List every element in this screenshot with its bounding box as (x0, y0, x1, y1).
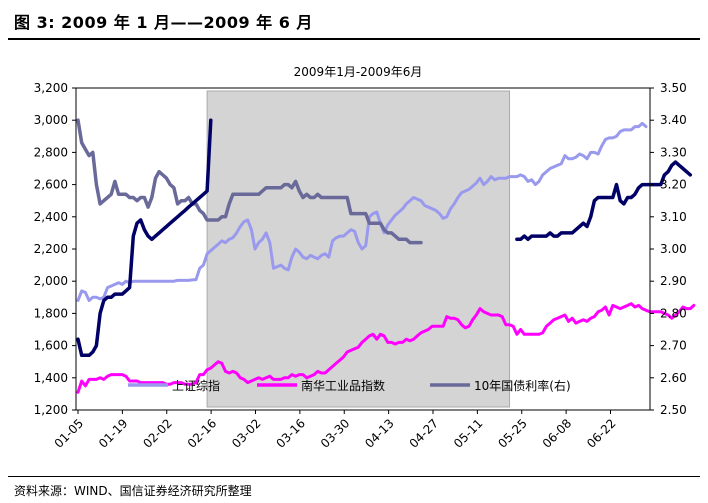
left-y-axis: 1,200 1,400 1,600 1,800 2,000 2,200 2,400 2,600… (34, 81, 76, 417)
right-tick-label: 3.50 (660, 81, 687, 95)
source-note: 资料来源：WIND、国信证券经济研究所整理 (14, 484, 252, 498)
left-tick-label: 2,800 (34, 145, 68, 159)
series-layer (76, 118, 696, 394)
x-tick-label: 05-11 (451, 416, 486, 451)
chart-title: 2009年1月-2009年6月 (294, 65, 423, 79)
top-rule (8, 38, 700, 40)
right-tick-label: 2.70 (660, 339, 687, 353)
right-tick-label: 3.10 (660, 210, 687, 224)
series-line-3-1 (515, 160, 693, 242)
x-axis: 01-05 01-19 02-02 02-16 03-02 03-16 03-30 04-13… (52, 410, 619, 451)
left-tick-label: 2,400 (34, 210, 68, 224)
x-tick-label: 01-19 (96, 416, 131, 451)
x-tick-label: 03-16 (273, 416, 308, 451)
legend-label: 上证综指 (172, 378, 220, 393)
left-tick-label: 1,800 (34, 306, 68, 320)
x-tick-label: 04-13 (362, 416, 397, 451)
left-tick-label: 1,200 (34, 403, 68, 417)
left-tick-label: 1,600 (34, 339, 68, 353)
right-tick-label: 2.60 (660, 371, 687, 385)
left-tick-label: 2,600 (34, 178, 68, 192)
legend: 上证综指 南华工业品指数 10年国债利率(右) (128, 378, 571, 393)
series-line-2-0 (76, 118, 423, 245)
legend-label: 南华工业品指数 (301, 378, 385, 393)
right-tick-label: 3.40 (660, 113, 687, 127)
x-tick-label: 01-05 (52, 416, 87, 451)
bottom-rule (8, 476, 700, 477)
left-tick-label: 1,400 (34, 371, 68, 385)
left-tick-label: 3,200 (34, 81, 68, 95)
x-tick-label: 05-25 (495, 416, 530, 451)
right-y-axis: 2.50 2.60 2.70 2.80 2.90 3.00 3.10 3.20 3.30 3.40… (650, 81, 687, 417)
right-tick-label: 3.00 (660, 242, 687, 256)
x-tick-label: 03-02 (229, 416, 264, 451)
right-tick-label: 2.50 (660, 403, 687, 417)
x-tick-label: 06-08 (540, 416, 575, 451)
right-tick-label: 3.20 (660, 178, 687, 192)
left-tick-label: 3,000 (34, 113, 68, 127)
x-tick-label: 02-02 (140, 416, 175, 451)
left-tick-label: 2,200 (34, 242, 68, 256)
shaded-region (206, 90, 511, 408)
right-tick-label: 2.80 (660, 306, 687, 320)
right-tick-label: 3.30 (660, 145, 687, 159)
series-line-1-0 (76, 302, 696, 394)
figure-title: 图 3: 2009 年 1 月——2009 年 6 月 (14, 13, 313, 32)
x-tick-label: 04-27 (407, 416, 442, 451)
x-tick-label: 06-22 (584, 416, 619, 451)
left-tick-label: 2,000 (34, 274, 68, 288)
x-tick-label: 02-16 (185, 416, 220, 451)
legend-label: 10年国债利率(右) (474, 378, 571, 393)
right-tick-label: 2.90 (660, 274, 687, 288)
series-line-0-0 (76, 121, 648, 302)
x-tick-label: 03-30 (318, 416, 353, 451)
series-line-3-0 (76, 118, 213, 358)
